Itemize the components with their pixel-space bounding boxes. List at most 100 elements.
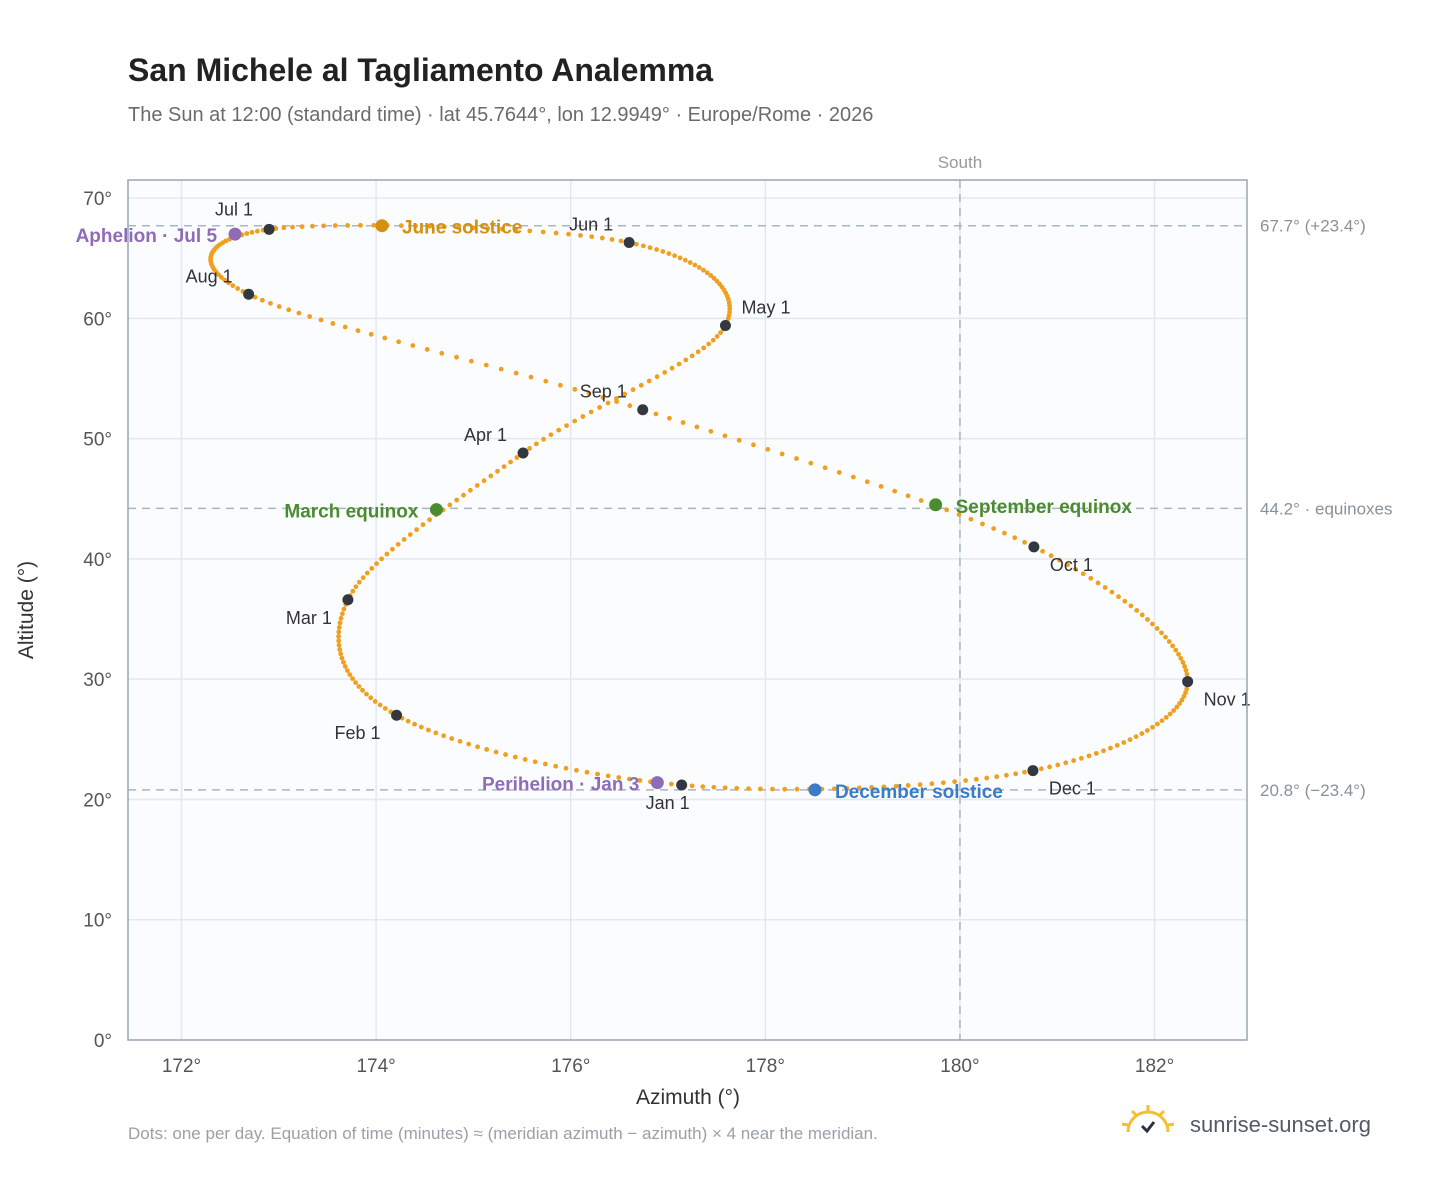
month-marker (1027, 765, 1039, 777)
daily-sun-dot (1174, 704, 1180, 710)
daily-sun-dot (281, 225, 287, 231)
daily-sun-dot (1048, 553, 1054, 559)
x-tick-label: 176° (551, 1056, 590, 1077)
daily-sun-dot (218, 274, 224, 280)
daily-sun-dot (695, 349, 701, 355)
daily-sun-dot (605, 400, 611, 406)
daily-sun-dot (556, 427, 562, 433)
daily-sun-dot (980, 521, 985, 527)
daily-sun-dot (527, 446, 532, 451)
daily-sun-dot (336, 633, 342, 639)
daily-sun-dot (484, 747, 490, 752)
daily-sun-dot (427, 517, 432, 523)
daily-sun-dot (618, 238, 624, 244)
daily-sun-dot (339, 611, 345, 617)
daily-sun-dot (599, 235, 605, 241)
daily-sun-dot (407, 532, 413, 537)
daily-sun-dot (299, 224, 305, 230)
daily-sun-dot (666, 251, 672, 256)
daily-sun-dot (495, 468, 500, 474)
daily-sun-dot (441, 733, 447, 739)
daily-sun-dot (468, 358, 474, 364)
daily-sun-dot (290, 224, 295, 230)
daily-sun-dot (493, 749, 499, 755)
daily-sun-dot (711, 784, 717, 790)
daily-sun-dot (318, 317, 324, 323)
y-tick-label: 20° (83, 790, 112, 811)
daily-sun-dot (457, 738, 463, 744)
daily-sun-dot (483, 362, 489, 368)
daily-sun-dot (1101, 748, 1106, 754)
daily-sun-dot (470, 225, 476, 231)
daily-sun-dot (1163, 714, 1169, 720)
daily-sun-dot (1122, 598, 1128, 604)
daily-sun-dot (672, 253, 678, 259)
daily-sun-dot (1002, 530, 1007, 536)
daily-sun-dot (952, 779, 958, 785)
daily-sun-dot (1127, 737, 1133, 743)
daily-sun-dot (1057, 557, 1062, 563)
event-label: December solstice (835, 782, 1003, 803)
daily-sun-dot (1171, 708, 1177, 713)
daily-sun-dot (475, 744, 480, 750)
daily-sun-dot (398, 223, 404, 229)
daily-sun-dot (1114, 742, 1120, 748)
daily-sun-dot (371, 222, 377, 228)
daily-sun-dot (878, 484, 884, 489)
month-marker (676, 779, 688, 791)
daily-sun-dot (513, 227, 519, 233)
daily-sun-dot (1128, 603, 1134, 609)
daily-sun-dot (336, 642, 342, 648)
daily-sun-dot (856, 785, 862, 791)
event-marker (929, 498, 943, 512)
daily-sun-dot (963, 778, 969, 783)
daily-sun-dot (1155, 721, 1160, 727)
daily-sun-dot (736, 437, 742, 443)
daily-sun-dot (1134, 608, 1140, 613)
daily-sun-dot (441, 224, 447, 230)
daily-sun-dot (751, 442, 756, 448)
brand[interactable]: sunrise-sunset.org (1120, 1102, 1420, 1146)
daily-sun-dot (481, 478, 487, 484)
month-marker (719, 320, 731, 332)
daily-sun-dot (746, 786, 751, 792)
month-marker (1028, 541, 1040, 553)
event-label: June solstice (402, 218, 522, 239)
x-tick-label: 178° (746, 1056, 785, 1077)
daily-sun-dot (836, 470, 842, 475)
daily-sun-dot (660, 249, 666, 254)
daily-sun-dot (696, 265, 702, 270)
daily-sun-dot (580, 414, 586, 419)
daily-sun-dot (336, 629, 342, 635)
event-label: September equinox (956, 497, 1133, 518)
daily-sun-dot (564, 423, 569, 428)
daily-sun-dot (1093, 750, 1099, 756)
daily-sun-dot (401, 537, 407, 542)
daily-sun-dot (1183, 690, 1188, 696)
daily-sun-dot (622, 391, 628, 397)
daily-sun-dot (600, 395, 606, 400)
month-label: Mar 1 (286, 608, 332, 628)
reference-line-label: 20.8° (−23.4°) (1260, 781, 1366, 800)
daily-sun-dot (893, 783, 899, 789)
x-tick-label: 180° (940, 1056, 979, 1077)
daily-sun-dot (757, 786, 763, 792)
daily-sun-dot (646, 378, 652, 384)
daily-sun-dot (426, 727, 431, 733)
y-tick-label: 10° (83, 911, 112, 932)
daily-sun-dot (382, 335, 388, 341)
daily-sun-dot (694, 424, 700, 430)
x-axis-label: Azimuth (°) (636, 1086, 740, 1109)
month-label: May 1 (741, 298, 790, 318)
y-axis-label: Altitude (°) (15, 561, 38, 659)
daily-sun-dot (710, 337, 716, 343)
month-label: Jun 1 (569, 215, 613, 235)
daily-sun-dot (252, 294, 258, 300)
daily-sun-dot (553, 763, 559, 769)
month-marker (342, 594, 354, 606)
daily-sun-dot (1184, 671, 1190, 677)
daily-sun-dot (268, 300, 273, 306)
daily-sun-dot (1166, 639, 1172, 644)
daily-sun-dot (626, 776, 632, 782)
daily-sun-dot (687, 260, 693, 265)
